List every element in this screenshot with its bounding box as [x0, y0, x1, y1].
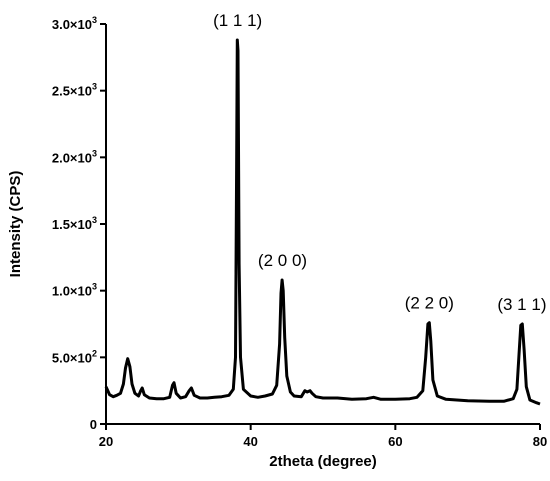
peak-label: (2 2 0) — [405, 294, 454, 313]
y-tick-label: 1.0×103 — [52, 282, 97, 299]
x-axis-title: 2theta (degree) — [269, 453, 377, 470]
peak-label: (1 1 1) — [213, 11, 262, 30]
y-tick-label: 0 — [90, 417, 97, 432]
y-tick-label: 1.5×103 — [52, 215, 97, 232]
y-tick-label-exponent: 3 — [92, 282, 97, 292]
peak-label: (2 0 0) — [258, 251, 307, 270]
y-tick-label: 2.5×103 — [52, 82, 97, 99]
x-tick-label: 40 — [243, 434, 257, 449]
y-tick-label-exponent: 3 — [92, 148, 97, 158]
series-line — [104, 38, 541, 406]
y-tick-label-base: 1.5×10 — [52, 217, 92, 232]
y-tick-label: 2.0×103 — [52, 148, 97, 165]
peak-label: (3 1 1) — [497, 295, 546, 314]
y-tick-label-base: 5.0×10 — [52, 350, 92, 365]
y-tick-label-base: 1.0×10 — [52, 284, 92, 299]
x-tick-label: 20 — [99, 434, 113, 449]
x-tick-label: 80 — [533, 434, 547, 449]
y-ticks: 05.0×1021.0×1031.5×1032.0×1032.5×1033.0×… — [52, 15, 106, 432]
y-tick-label-exponent: 3 — [92, 215, 97, 225]
y-tick-label: 5.0×102 — [52, 348, 97, 365]
axes — [105, 24, 540, 425]
x-tick-label: 60 — [388, 434, 402, 449]
x-ticks: 20 40 60 80 — [99, 424, 547, 449]
y-tick-label-exponent: 2 — [92, 348, 97, 358]
y-axis-title: Intensity (CPS) — [7, 171, 24, 278]
y-tick-label-base: 2.0×10 — [52, 150, 92, 165]
y-tick-label-base: 3.0×10 — [52, 17, 92, 32]
peak-labels: (1 1 1) (2 0 0) (2 2 0) (3 1 1) — [213, 11, 546, 314]
y-tick-label-exponent: 3 — [92, 15, 97, 25]
y-tick-label-base: 2.5×10 — [52, 84, 92, 99]
y-tick-label: 3.0×103 — [52, 15, 97, 32]
y-tick-label-exponent: 3 — [92, 82, 97, 92]
